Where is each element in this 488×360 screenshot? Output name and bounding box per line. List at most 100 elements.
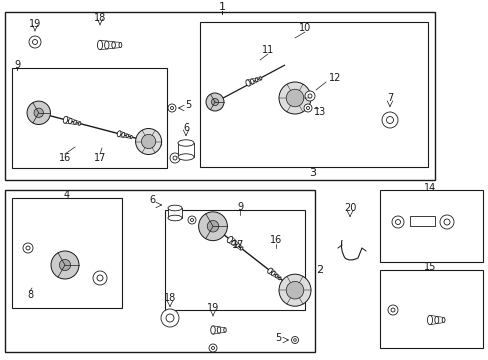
Text: 13: 13 [313,107,325,117]
Bar [200,22,427,167]
Ellipse shape [236,244,239,247]
Text: 18: 18 [163,293,176,303]
Text: 16: 16 [269,235,282,245]
Circle shape [26,246,30,250]
Ellipse shape [267,268,272,273]
Circle shape [161,309,179,327]
Ellipse shape [168,205,182,211]
Ellipse shape [231,240,236,245]
Circle shape [443,219,449,225]
Circle shape [165,314,174,322]
Bar [12,198,122,308]
Ellipse shape [227,237,232,243]
Circle shape [395,220,400,225]
Ellipse shape [74,120,76,124]
Text: 7: 7 [386,93,392,103]
Ellipse shape [63,116,68,123]
Circle shape [279,82,310,114]
Bar [178,143,194,157]
Circle shape [305,91,314,101]
Circle shape [34,108,43,117]
Circle shape [27,101,50,125]
Bar [379,190,482,262]
Circle shape [439,215,453,229]
Ellipse shape [224,328,226,332]
Circle shape [32,40,38,45]
Circle shape [141,134,156,149]
Ellipse shape [210,326,215,334]
Text: 9: 9 [14,60,20,70]
Text: 6: 6 [149,195,155,205]
Text: 17: 17 [231,240,244,250]
Ellipse shape [119,42,122,48]
Ellipse shape [112,42,115,48]
Text: 17: 17 [94,153,106,163]
Circle shape [390,308,394,312]
Ellipse shape [178,154,194,160]
Circle shape [211,346,214,350]
Circle shape [173,156,177,160]
Circle shape [170,153,180,163]
Circle shape [135,129,161,154]
Circle shape [187,216,196,224]
Text: 12: 12 [328,73,341,83]
Text: 2: 2 [316,265,323,275]
Bar [12,68,167,168]
Ellipse shape [245,80,250,86]
Circle shape [306,107,309,109]
Ellipse shape [97,40,102,50]
Ellipse shape [178,140,194,146]
Circle shape [205,93,224,111]
Text: 19: 19 [206,303,219,313]
Text: 5: 5 [274,333,281,343]
Ellipse shape [217,327,220,333]
Ellipse shape [255,78,257,82]
Circle shape [291,337,298,343]
Circle shape [387,305,397,315]
Circle shape [208,344,217,352]
Text: 3: 3 [309,168,316,178]
Ellipse shape [278,277,281,280]
Text: 15: 15 [423,262,435,272]
Text: 10: 10 [298,23,310,33]
Text: 11: 11 [262,45,274,55]
Circle shape [279,274,310,306]
Circle shape [51,251,79,279]
Circle shape [391,216,403,228]
Text: 16: 16 [59,153,71,163]
Circle shape [93,271,107,285]
Circle shape [29,36,41,48]
Circle shape [170,107,173,109]
Text: 1: 1 [218,2,225,12]
Text: 20: 20 [343,203,355,213]
Circle shape [304,104,311,112]
Circle shape [168,104,176,112]
Circle shape [23,243,33,253]
Ellipse shape [441,318,444,323]
Ellipse shape [427,315,432,325]
Circle shape [285,282,303,299]
Bar [5,12,434,180]
Text: 8: 8 [27,290,33,300]
Text: 18: 18 [94,13,106,23]
Circle shape [211,98,218,105]
Text: 14: 14 [423,183,435,193]
Bar [409,216,434,226]
Circle shape [285,89,303,107]
Circle shape [307,94,311,98]
Circle shape [293,339,296,341]
Ellipse shape [122,132,124,137]
Ellipse shape [117,131,121,137]
Ellipse shape [79,122,81,125]
Ellipse shape [68,118,72,124]
Ellipse shape [271,271,275,275]
Ellipse shape [250,79,253,84]
Circle shape [97,275,103,281]
Bar [168,208,182,218]
Ellipse shape [126,134,128,138]
Text: 6: 6 [183,123,189,133]
Text: 5: 5 [184,100,191,110]
Text: 9: 9 [237,202,243,212]
Text: 19: 19 [29,19,41,29]
Bar [164,210,305,310]
